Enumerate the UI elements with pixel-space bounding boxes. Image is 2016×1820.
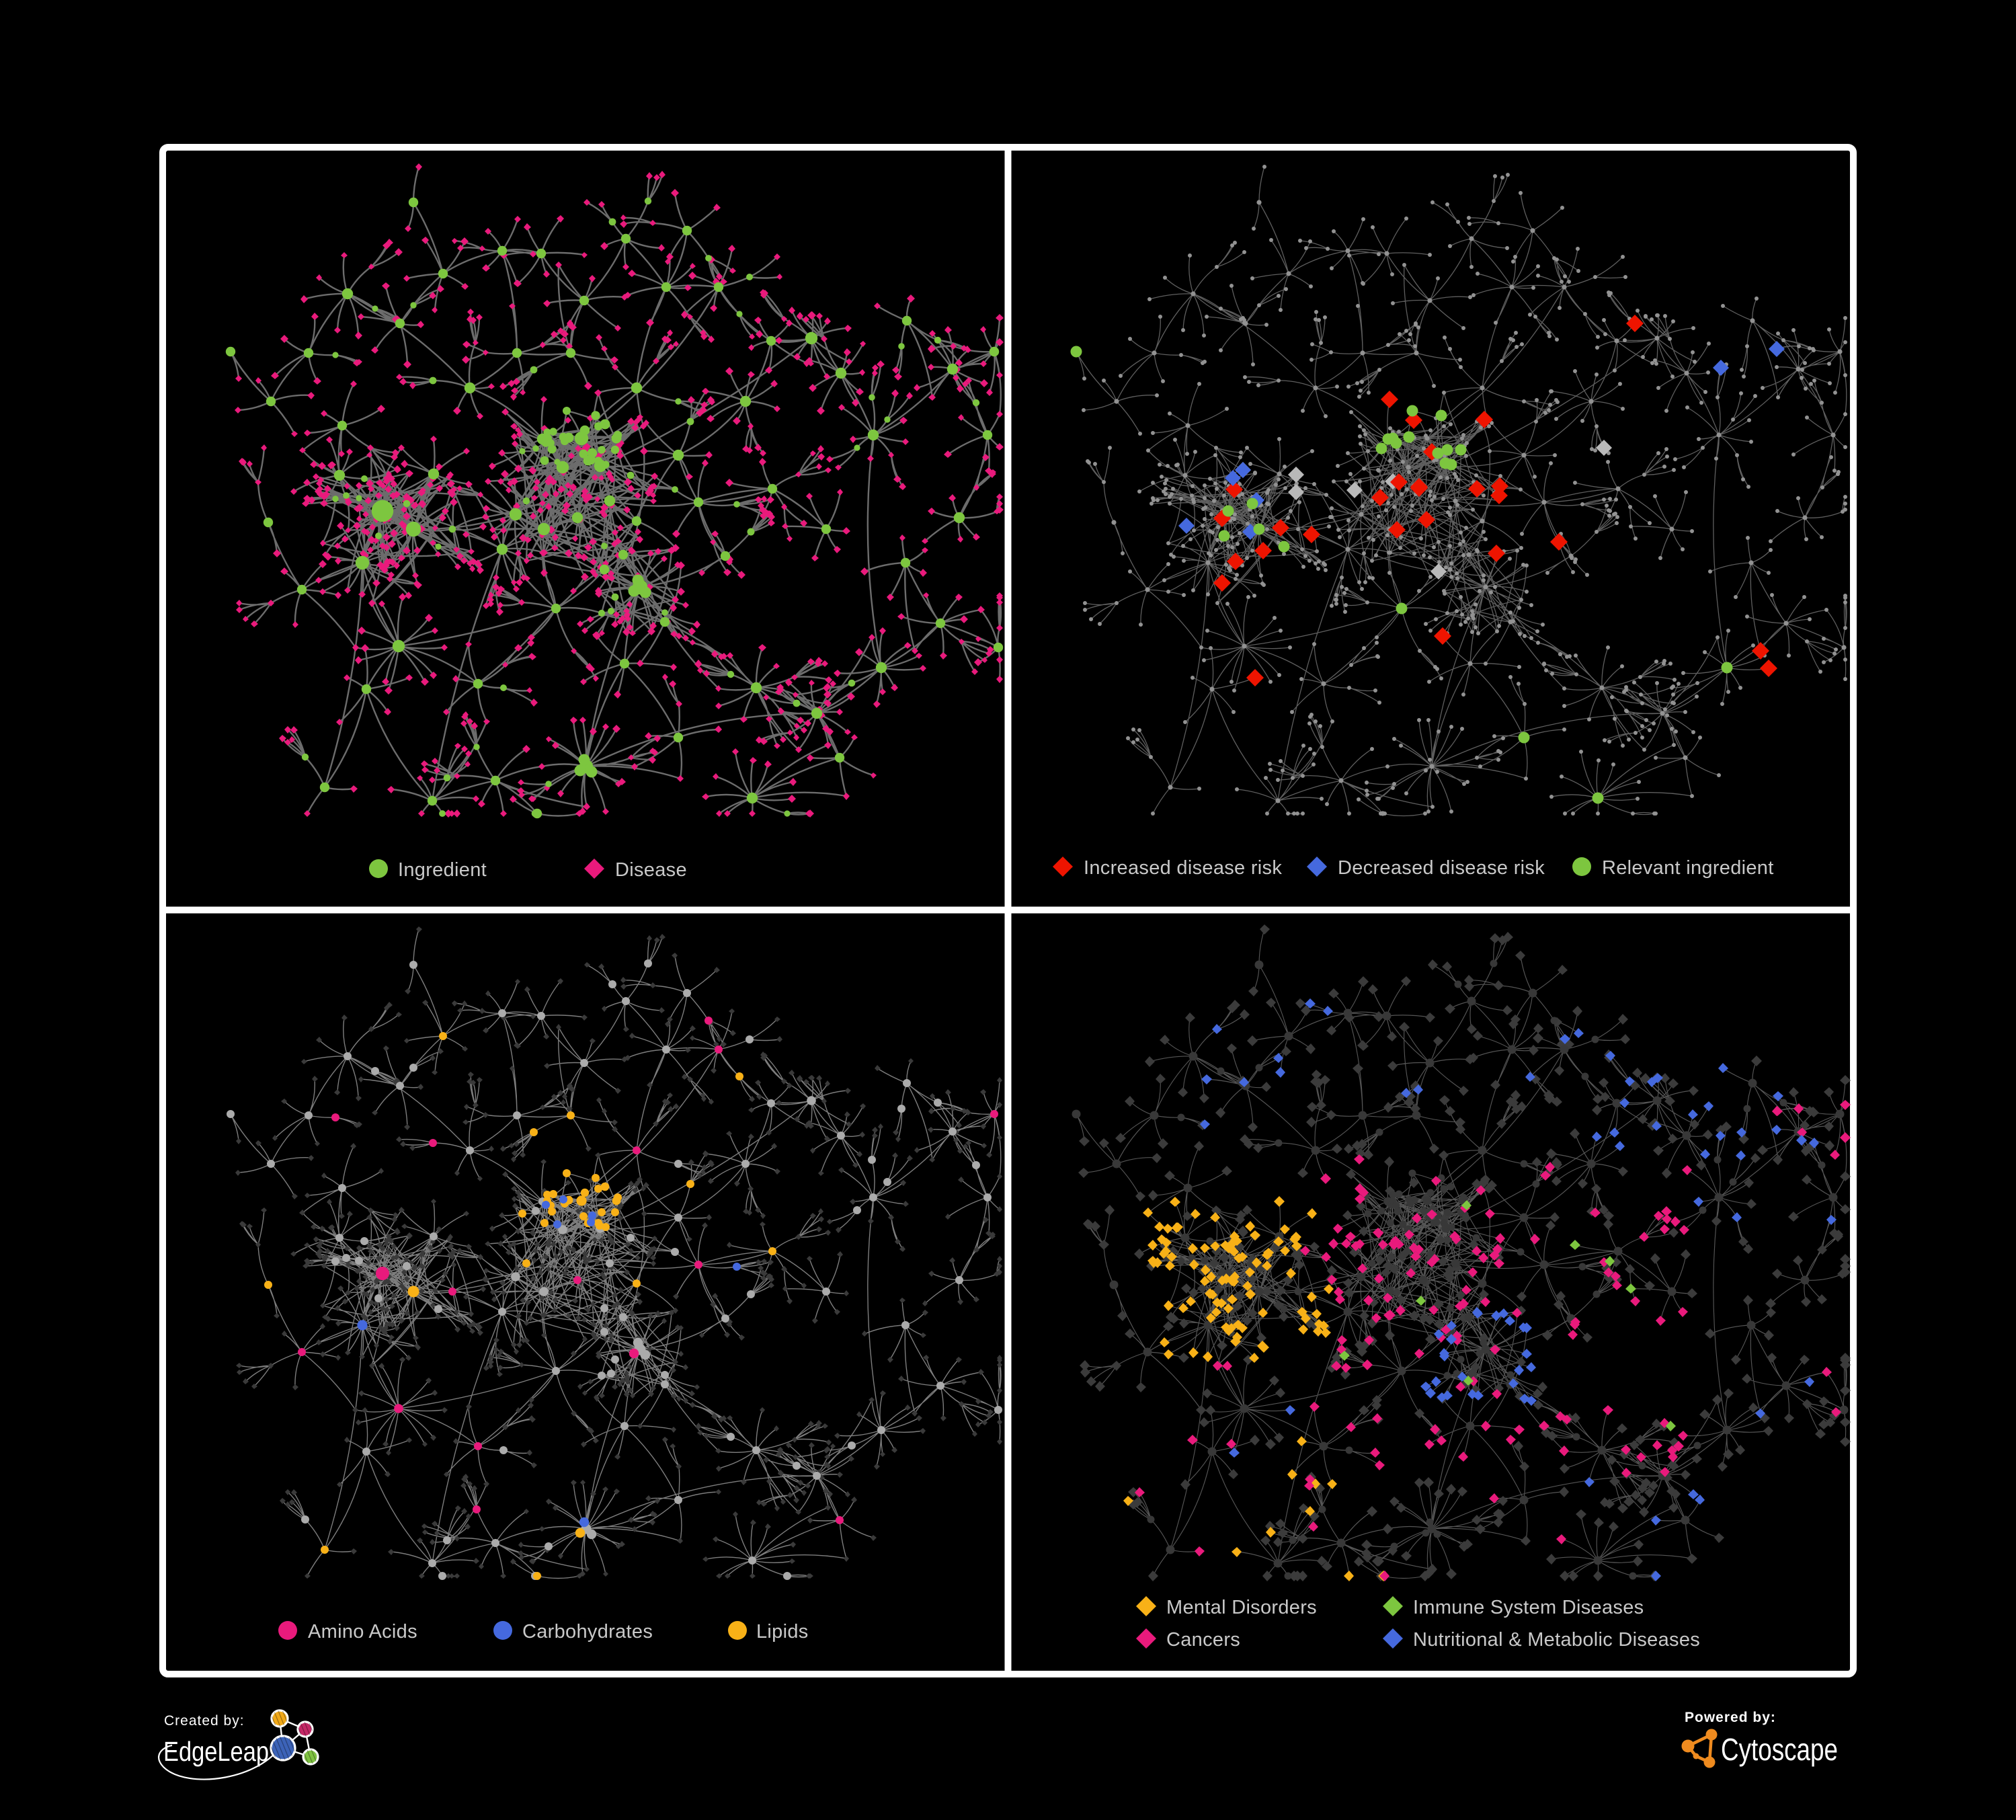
svg-text:Disease: Disease [615,859,687,881]
svg-text:Created by:: Created by: [164,1713,245,1729]
svg-text:Powered by:: Powered by: [1685,1710,1776,1725]
svg-text:Cancers: Cancers [1166,1629,1240,1651]
svg-text:Amino Acids: Amino Acids [308,1621,417,1643]
svg-text:Increased disease risk: Increased disease risk [1084,857,1282,879]
svg-text:EdgeLeap: EdgeLeap [163,1736,269,1767]
svg-text:Decreased disease risk: Decreased disease risk [1338,857,1545,879]
svg-text:Immune System Diseases: Immune System Diseases [1413,1597,1644,1618]
svg-text:Carbohydrates: Carbohydrates [522,1621,653,1643]
svg-text:Ingredient: Ingredient [398,859,487,881]
svg-text:Nutritional & Metabolic Diseas: Nutritional & Metabolic Diseases [1413,1629,1700,1651]
svg-text:Cytoscape: Cytoscape [1721,1732,1838,1767]
svg-text:Relevant ingredient: Relevant ingredient [1602,857,1774,879]
svg-text:Lipids: Lipids [756,1621,809,1643]
svg-text:Mental Disorders: Mental Disorders [1166,1597,1317,1618]
